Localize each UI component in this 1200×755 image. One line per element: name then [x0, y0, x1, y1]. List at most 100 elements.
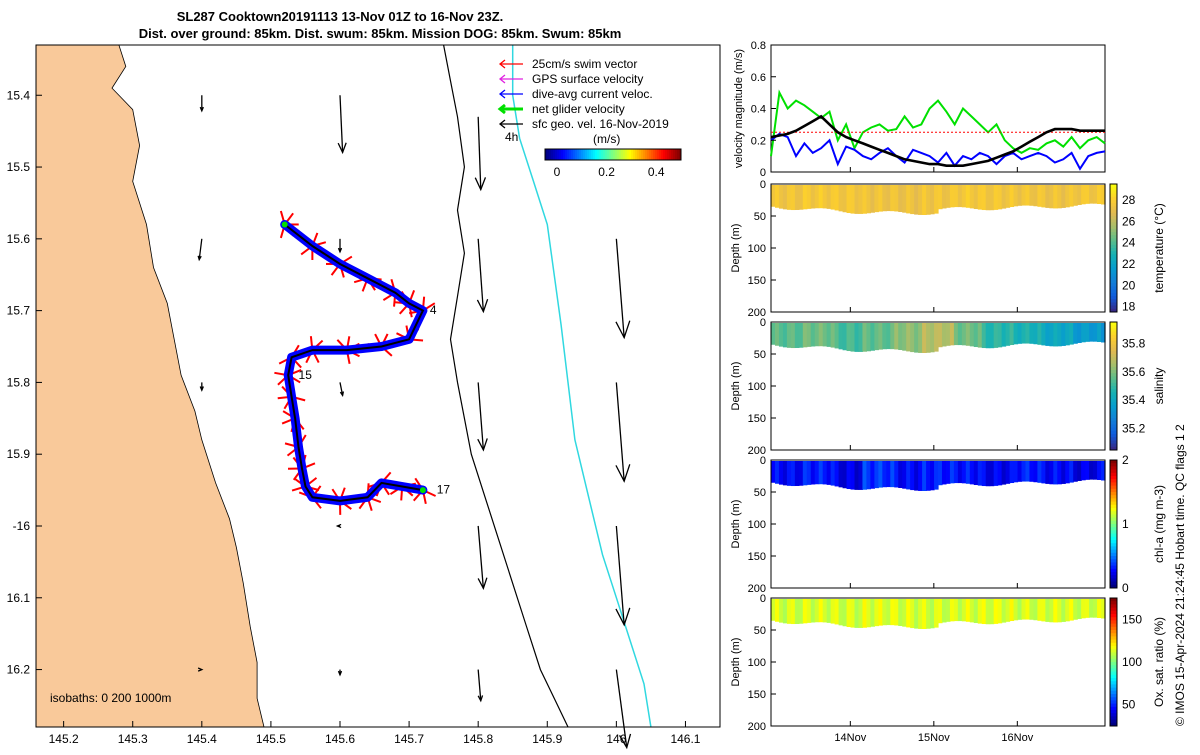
temperature-colorbar-cell — [1110, 302, 1117, 306]
salinity-cell — [1073, 323, 1078, 344]
salinity-colorbar-cell — [1110, 402, 1117, 406]
temperature-colorbar-cell — [1110, 229, 1117, 233]
oxygen-colorbar-cell — [1110, 627, 1117, 631]
salinity-cell — [1037, 323, 1042, 345]
legend-label: net glider velocity — [532, 102, 625, 116]
chl-a-cell — [787, 461, 792, 486]
oxygen-colorbar-cell — [1110, 707, 1117, 711]
chl-a-cell — [982, 461, 987, 486]
map-y-tick-label: 15.8 — [7, 375, 31, 389]
chl-a-colorbar-cell — [1110, 502, 1117, 506]
oxygen-cell — [902, 599, 907, 627]
oxygen-cell — [946, 599, 951, 622]
temperature-colorbar-cell — [1110, 299, 1117, 303]
chl-a-colorbar-cell — [1110, 575, 1117, 579]
salinity-cell — [1025, 323, 1030, 344]
track-start — [282, 221, 288, 227]
chl-a-colorbar-cell — [1110, 566, 1117, 570]
temperature-cell — [827, 185, 832, 209]
temperature-cell — [886, 185, 891, 211]
colorbar-cell — [553, 149, 555, 160]
salinity-colorbar-cell — [1110, 392, 1117, 396]
colorbar-cell — [611, 149, 613, 160]
salinity-cell — [779, 323, 784, 347]
map-x-tick-label: 145.5 — [256, 732, 286, 746]
chl-a-cell — [938, 461, 943, 485]
temperature-cell — [950, 185, 955, 207]
colorbar-cell — [637, 149, 639, 160]
colorbar-cell — [657, 149, 659, 160]
temperature-cell — [1097, 185, 1102, 204]
chl-a-colorbar-cell — [1110, 556, 1117, 560]
salinity-colorbar-cell — [1110, 360, 1117, 364]
temperature-colorbar-cell — [1110, 213, 1117, 217]
salinity-cell — [974, 323, 979, 347]
chl-a-colorbar-cell — [1110, 572, 1117, 576]
salinity-cell — [966, 323, 971, 346]
temperature-cell — [946, 185, 951, 208]
salinity-y-tick-label: 0 — [760, 317, 766, 329]
oxygen-cell — [839, 599, 844, 625]
temperature-cell — [974, 185, 979, 209]
oxygen-cell — [851, 599, 856, 628]
chl-a-colorbar-cell — [1110, 489, 1117, 493]
salinity-cell — [878, 323, 883, 350]
chl-a-cell — [1022, 461, 1027, 482]
salinity-cell — [946, 323, 951, 346]
chl-a-cell — [1053, 461, 1058, 484]
chl-a-cell — [974, 461, 979, 485]
salinity-colorbar-cell — [1110, 344, 1117, 348]
velocity-axes — [771, 45, 1105, 172]
chl-a-cell — [994, 461, 999, 486]
temperature-colorbar-cell — [1110, 248, 1117, 252]
temperature-y-tick-label: 0 — [760, 179, 766, 191]
colorbar-cell — [559, 149, 561, 160]
colorbar-cell — [633, 149, 635, 160]
oxygen-cell — [1097, 599, 1102, 618]
temperature-colorbar-cell — [1110, 238, 1117, 242]
salinity-colorbar-cell — [1110, 328, 1117, 332]
oxygen-cell — [1037, 599, 1042, 621]
salinity-colorbar-cell — [1110, 376, 1117, 380]
velocity-y-tick-label: 0.8 — [751, 40, 766, 52]
salinity-colorbar-cell — [1110, 408, 1117, 412]
salinity-y-tick-label: 50 — [754, 349, 766, 361]
colorbar-cell — [671, 149, 673, 160]
oxygen-cell — [958, 599, 963, 621]
colorbar-cell — [595, 149, 597, 160]
salinity-clabel: salinity — [1152, 368, 1166, 405]
salinity-cell — [783, 323, 788, 347]
salinity-colorbar-cell — [1110, 338, 1117, 342]
chl-a-cell — [843, 461, 848, 488]
temperature-cell — [1010, 185, 1015, 207]
temperature-cell — [914, 185, 919, 215]
chl-a-cell — [922, 461, 927, 491]
chl-a-cell — [926, 461, 931, 491]
temperature-colorbar-cell — [1110, 232, 1117, 236]
oxygen-colorbar-cell — [1110, 614, 1117, 618]
map-x-tick-label: 145.9 — [532, 732, 562, 746]
salinity-y-tick-label: 150 — [748, 413, 766, 425]
temperature-cell — [902, 185, 907, 213]
oxygen-cell — [930, 599, 935, 628]
temperature-colorbar-tick: 20 — [1122, 278, 1136, 292]
map-x-tick-label: 145.8 — [463, 732, 493, 746]
temperature-cell — [1085, 185, 1090, 204]
chl-a-cell — [958, 461, 963, 483]
salinity-cell — [926, 323, 931, 353]
colorbar-cell — [641, 149, 643, 160]
oxygen-colorbar-cell — [1110, 611, 1117, 615]
colorbar-cell — [585, 149, 587, 160]
colorbar-cell — [571, 149, 573, 160]
chl-a-colorbar-cell — [1110, 537, 1117, 541]
temperature-cell — [1029, 185, 1034, 206]
oxygen-cell — [1002, 599, 1007, 623]
track-label: 17 — [437, 483, 451, 497]
salinity-cell — [1085, 323, 1090, 342]
map-y-tick-label: 15.9 — [7, 447, 31, 461]
oxygen-colorbar-cell — [1110, 694, 1117, 698]
chl-a-cell — [1085, 461, 1090, 480]
colorbar-cell — [665, 149, 667, 160]
oxygen-cell — [858, 599, 863, 628]
